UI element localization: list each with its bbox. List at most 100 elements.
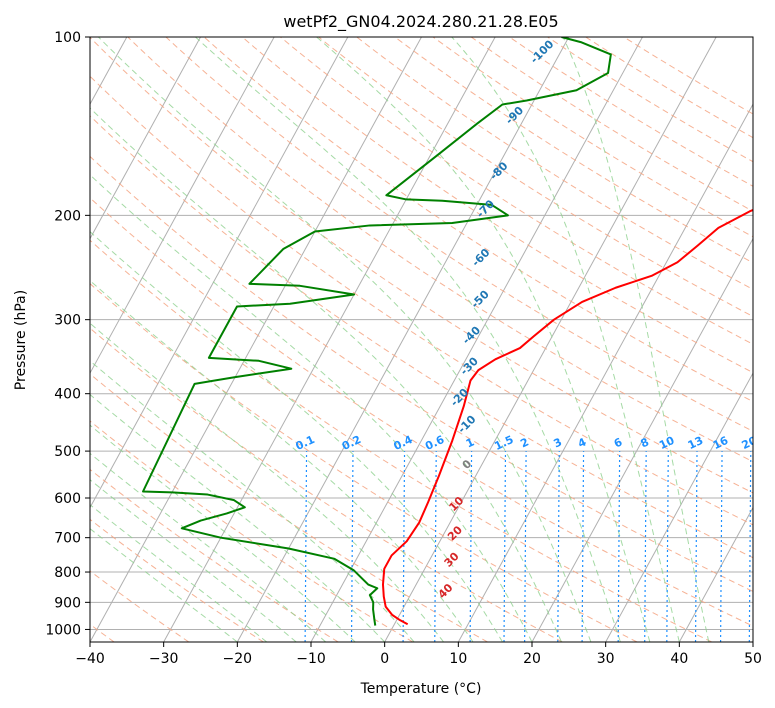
mixing-ratio-label: 25 bbox=[769, 434, 775, 452]
height-label: 30 bbox=[442, 549, 462, 569]
isotherm-line bbox=[752, 640, 753, 642]
mixing-ratio-line bbox=[617, 451, 621, 642]
x-tick-label: −10 bbox=[296, 651, 326, 667]
background-lines bbox=[90, 37, 753, 642]
mixing-ratio-line bbox=[644, 451, 647, 642]
series-layer bbox=[142, 37, 753, 626]
moist-adiabat-line bbox=[451, 37, 680, 642]
isotherm-line bbox=[384, 37, 717, 642]
mixing-ratio-label: 1.5 bbox=[492, 433, 515, 453]
x-tick-label: 40 bbox=[670, 651, 688, 667]
height-label: -40 bbox=[460, 324, 483, 347]
dewpoint-profile bbox=[142, 37, 612, 626]
x-tick-label: 20 bbox=[523, 651, 541, 667]
moist-adiabat-line bbox=[90, 424, 356, 642]
height-label: 0 bbox=[460, 457, 475, 472]
height-label: -60 bbox=[469, 246, 492, 269]
y-tick-label: 900 bbox=[54, 595, 81, 611]
dry-adiabat-line bbox=[356, 37, 753, 290]
y-axis-label: Pressure (hPa) bbox=[13, 290, 29, 390]
moist-adiabat-line bbox=[90, 528, 238, 642]
dry-adiabat-line bbox=[509, 37, 753, 187]
isotherm-line bbox=[678, 506, 753, 642]
dry-adiabat-line bbox=[90, 282, 638, 642]
isotherm-line bbox=[90, 37, 349, 509]
mixing-ratio-label: 1 bbox=[464, 435, 476, 450]
moist-adiabat-line bbox=[90, 479, 297, 642]
moist-adiabat-line bbox=[98, 37, 592, 642]
moist-adiabat-line bbox=[90, 174, 533, 642]
isotherm-line bbox=[90, 37, 201, 240]
moist-adiabat-line bbox=[90, 279, 474, 642]
mixing-ratio-line bbox=[524, 451, 527, 642]
x-tick-label: −30 bbox=[149, 651, 179, 667]
mixing-ratio-line bbox=[434, 451, 437, 642]
mixing-ratio-line bbox=[304, 451, 308, 642]
dry-adiabat-line bbox=[394, 37, 753, 264]
height-label: -100 bbox=[528, 37, 557, 66]
mixing-ratio-line bbox=[748, 451, 752, 642]
x-tick-label: 10 bbox=[449, 651, 467, 667]
moist-adiabat-line bbox=[90, 322, 444, 642]
chart-title: wetPf2_GN04.2024.280.21.28.E05 bbox=[283, 12, 558, 32]
isotherm-line bbox=[605, 372, 753, 642]
mixing-ratio-line bbox=[557, 451, 560, 642]
isotherm-line bbox=[457, 103, 753, 642]
height-label: -30 bbox=[458, 354, 481, 377]
y-tick-label: 200 bbox=[54, 208, 81, 224]
mixing-ratio-label: 8 bbox=[638, 435, 650, 450]
y-tick-label: 500 bbox=[54, 444, 81, 460]
height-label: 40 bbox=[436, 581, 456, 601]
mixing-ratio-label: 0.4 bbox=[391, 433, 414, 453]
isotherm-line bbox=[90, 37, 275, 375]
dry-adiabat-line bbox=[585, 37, 753, 139]
dry-adiabat-line bbox=[90, 327, 563, 642]
y-tick-label: 700 bbox=[54, 531, 81, 547]
mixing-ratio-label: 10 bbox=[657, 434, 677, 452]
isotherm-line bbox=[163, 37, 496, 642]
dry-adiabat-line bbox=[90, 75, 753, 526]
dry-adiabat-line bbox=[127, 37, 753, 463]
mixing-ratio-line bbox=[719, 451, 723, 642]
dry-adiabat-line bbox=[547, 37, 753, 163]
y-tick-label: 1000 bbox=[45, 622, 81, 638]
moist-adiabat-line bbox=[90, 231, 503, 642]
mixing-ratio-line bbox=[666, 451, 669, 642]
dry-adiabat-line bbox=[203, 37, 753, 403]
y-tick-label: 400 bbox=[54, 387, 81, 403]
dry-adiabat-line bbox=[432, 37, 753, 238]
mixing-ratio-label: 0.1 bbox=[294, 433, 317, 453]
x-axis: −40 −30 −20 −10 0 10 20 30 40 50 bbox=[75, 642, 762, 667]
dry-adiabat-line bbox=[318, 37, 753, 318]
moist-adiabat-line bbox=[562, 37, 710, 642]
temperature-profile bbox=[381, 208, 753, 626]
mixing-ratio-label: 13 bbox=[686, 434, 705, 452]
isotherm-line bbox=[531, 237, 753, 642]
moist-adiabat-line bbox=[90, 504, 268, 642]
isotherm-line bbox=[236, 37, 570, 642]
dry-adiabat-line bbox=[90, 37, 753, 494]
mixing-ratio-label: 2 bbox=[518, 435, 530, 450]
mixing-ratio-label: 0.6 bbox=[423, 433, 446, 453]
x-tick-label: −40 bbox=[75, 651, 105, 667]
dry-adiabat-line bbox=[623, 37, 753, 115]
y-tick-label: 600 bbox=[54, 491, 81, 507]
moist-adiabat-line bbox=[90, 360, 415, 642]
isotherm-line bbox=[90, 37, 422, 642]
y-tick-label: 300 bbox=[54, 313, 81, 329]
x-tick-label: 50 bbox=[744, 651, 762, 667]
x-tick-label: 30 bbox=[597, 651, 615, 667]
dry-adiabat-line bbox=[470, 37, 753, 212]
mixing-ratio-label: 3 bbox=[552, 435, 564, 450]
x-axis-label: Temperature (°C) bbox=[360, 681, 482, 697]
dry-adiabat-line bbox=[90, 155, 753, 593]
mixing-ratio-line bbox=[350, 451, 354, 642]
mixing-ratio-line bbox=[503, 451, 507, 642]
y-axis: 100 200 300 400 500 600 700 800 900 1000 bbox=[45, 30, 90, 638]
dry-adiabat-line bbox=[280, 37, 753, 345]
mixing-ratio-line bbox=[402, 451, 406, 642]
height-label: -50 bbox=[469, 288, 492, 311]
y-tick-label: 100 bbox=[54, 30, 81, 46]
moist-adiabat-line bbox=[195, 37, 621, 642]
